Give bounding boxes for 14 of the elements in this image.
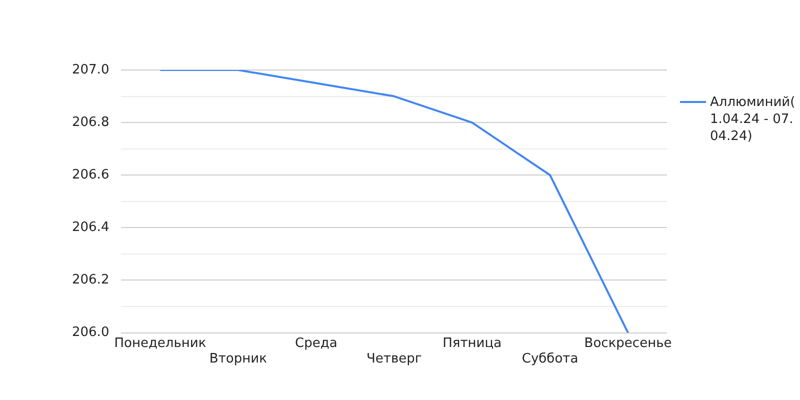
x-tick-label: Среда bbox=[294, 336, 338, 351]
x-tick-label: Вторник bbox=[209, 352, 268, 367]
x-tick-label: Четверг bbox=[366, 352, 422, 367]
y-tick-label: 206.4 bbox=[72, 220, 110, 236]
x-tick-label: Пятница bbox=[442, 336, 502, 351]
y-tick-label: 206.2 bbox=[72, 272, 110, 288]
y-tick-label: 206.0 bbox=[72, 325, 110, 340]
x-tick-label: Понедельник bbox=[114, 336, 206, 351]
x-tick-label: Воскресенье bbox=[584, 336, 672, 351]
y-tick-label: 206.8 bbox=[72, 114, 110, 130]
y-tick-label: 207.0 bbox=[72, 62, 110, 78]
x-tick-label: Суббота bbox=[522, 352, 578, 367]
y-tick-label: 206.6 bbox=[72, 167, 110, 182]
legend-label: Аллюминий( 1.04.24 - 07. 04.24) bbox=[710, 94, 796, 145]
